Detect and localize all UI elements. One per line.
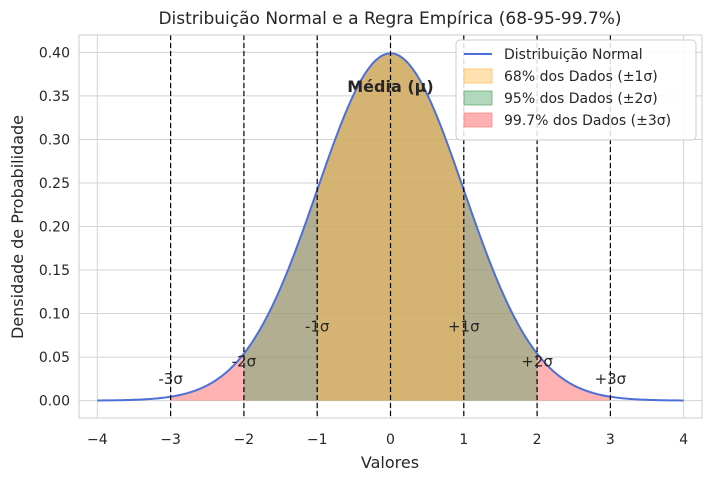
x-tick-label: 2	[533, 432, 542, 448]
annotations: Média (μ) -1σ +1σ -2σ +2σ -3σ +3σ	[158, 77, 626, 388]
legend-patch-swatch	[463, 112, 493, 128]
sigma-annotation: +1σ	[448, 318, 480, 336]
x-tick-label: −3	[160, 432, 181, 448]
legend: Distribuição Normal 68% dos Dados (±1σ) 95…	[455, 39, 697, 141]
x-tick-label: 4	[679, 432, 688, 448]
plot-frame	[78, 34, 703, 419]
x-tick-label: 0	[386, 432, 395, 448]
band-area	[243, 53, 538, 401]
tick-labels: −4 −3 −2 −1 0 1 2 3 4 0.00 0.05 0.10 0.15 0.20 0.25 0.3…	[39, 45, 688, 448]
x-tick-label: 1	[459, 432, 468, 448]
y-tick-label: 0.35	[39, 89, 70, 105]
y-tick-label: 0.20	[39, 220, 70, 236]
legend-patch-swatch	[463, 90, 493, 106]
sigma-annotation: +3σ	[595, 370, 627, 388]
sigma-annotation: -1σ	[305, 318, 330, 336]
y-tick-label: 0.40	[39, 45, 70, 61]
y-tick-label: 0.30	[39, 132, 70, 148]
sigma-annotation: -3σ	[158, 370, 183, 388]
y-tick-label: 0.10	[39, 307, 70, 323]
x-tick-label: 3	[606, 432, 615, 448]
x-tick-label: −1	[307, 432, 328, 448]
y-tick-label: 0.05	[39, 350, 70, 366]
x-axis-label: Valores	[361, 453, 419, 472]
band-area	[170, 53, 611, 401]
sigma-annotation: +2σ	[521, 352, 553, 370]
mean-annotation: Média (μ)	[347, 77, 433, 96]
legend-box	[455, 39, 697, 141]
legend-label: Distribuição Normal	[504, 47, 643, 63]
y-tick-label: 0.00	[39, 394, 70, 410]
legend-label: 68% dos Dados (±1σ)	[504, 69, 658, 85]
y-tick-label: 0.25	[39, 176, 70, 192]
sigma-annotation: -2σ	[232, 352, 257, 370]
area-bands	[170, 53, 611, 401]
y-axis-label: Densidade de Probabilidade	[8, 115, 27, 339]
legend-patch-swatch	[463, 68, 493, 84]
chart-title: Distribuição Normal e a Regra Empírica (…	[158, 9, 621, 29]
band-area	[317, 53, 464, 401]
legend-label: 99.7% dos Dados (±3σ)	[504, 113, 671, 129]
y-tick-label: 0.15	[39, 263, 70, 279]
x-tick-label: −2	[234, 432, 255, 448]
legend-label: 95% dos Dados (±2σ)	[504, 91, 658, 107]
x-tick-label: −4	[87, 432, 108, 448]
